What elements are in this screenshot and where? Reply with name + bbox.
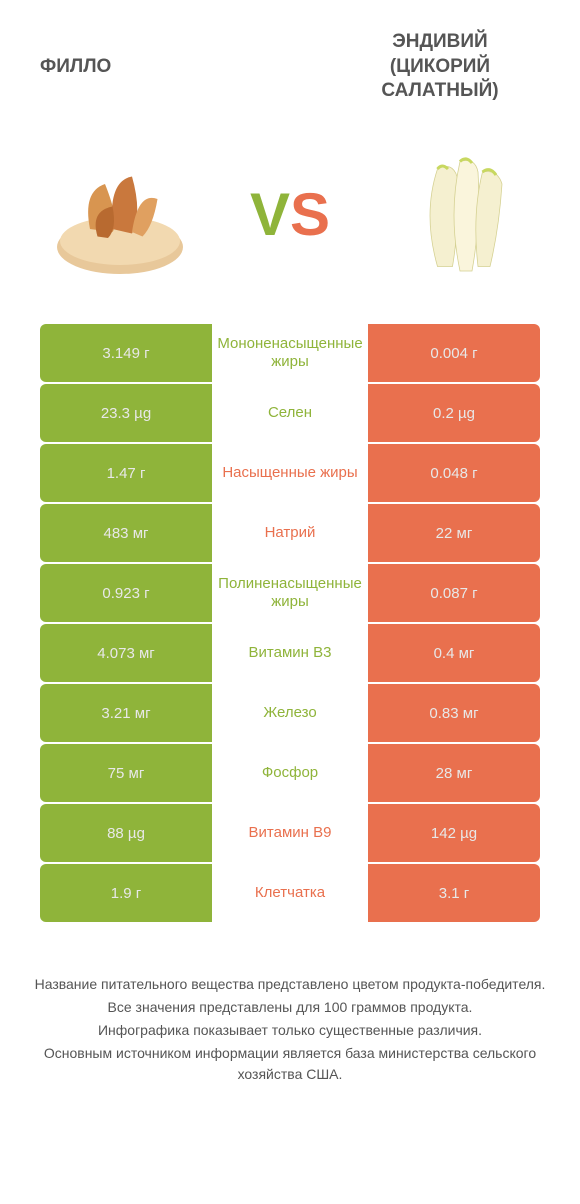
- table-row: 1.47 гНасыщенные жиры0.048 г: [40, 444, 540, 502]
- left-product-title: ФИЛЛО: [40, 56, 111, 78]
- table-row: 1.9 гКлетчатка3.1 г: [40, 864, 540, 922]
- right-value-cell: 0.83 мг: [368, 684, 540, 742]
- right-product-image: [380, 134, 540, 294]
- table-row: 23.3 µgСелен0.2 µg: [40, 384, 540, 442]
- right-value-cell: 28 мг: [368, 744, 540, 802]
- nutrient-label-cell: Фосфор: [212, 744, 368, 802]
- nutrient-label-cell: Натрий: [212, 504, 368, 562]
- comparison-table: 3.149 гМононенасыщенные жиры0.004 г23.3 …: [40, 324, 540, 922]
- nutrient-label-cell: Насыщенные жиры: [212, 444, 368, 502]
- endive-icon: [385, 139, 535, 289]
- right-value-cell: 0.4 мг: [368, 624, 540, 682]
- left-value-cell: 0.923 г: [40, 564, 212, 622]
- header: ФИЛЛО ЭНДИВИЙ (ЦИКОРИЙ САЛАТНЫЙ): [0, 0, 580, 114]
- nutrient-label-cell: Железо: [212, 684, 368, 742]
- nutrient-label-cell: Витамин B3: [212, 624, 368, 682]
- right-value-cell: 22 мг: [368, 504, 540, 562]
- left-value-cell: 75 мг: [40, 744, 212, 802]
- nutrient-label-cell: Мононенасыщенные жиры: [212, 324, 368, 382]
- right-value-cell: 142 µg: [368, 804, 540, 862]
- nutrient-label-cell: Полиненасыщенные жиры: [212, 564, 368, 622]
- nutrient-label-cell: Витамин B9: [212, 804, 368, 862]
- left-value-cell: 23.3 µg: [40, 384, 212, 442]
- right-value-cell: 3.1 г: [368, 864, 540, 922]
- left-value-cell: 88 µg: [40, 804, 212, 862]
- right-value-cell: 0.2 µg: [368, 384, 540, 442]
- right-value-cell: 0.004 г: [368, 324, 540, 382]
- left-value-cell: 3.21 мг: [40, 684, 212, 742]
- footer-notes: Название питательного вещества представл…: [0, 924, 580, 1085]
- left-product-image: [40, 134, 200, 294]
- nutrient-label-cell: Клетчатка: [212, 864, 368, 922]
- table-row: 0.923 гПолиненасыщенные жиры0.087 г: [40, 564, 540, 622]
- vs-v-letter: V: [250, 181, 290, 248]
- table-row: 3.149 гМононенасыщенные жиры0.004 г: [40, 324, 540, 382]
- vs-label: VS: [250, 180, 330, 249]
- footer-line: Основным источником информации является …: [30, 1043, 550, 1085]
- right-product-title: ЭНДИВИЙ (ЦИКОРИЙ САЛАТНЫЙ): [340, 30, 540, 104]
- footer-line: Инфографика показывает только существенн…: [30, 1020, 550, 1041]
- nutrient-label-cell: Селен: [212, 384, 368, 442]
- left-value-cell: 4.073 мг: [40, 624, 212, 682]
- left-value-cell: 1.47 г: [40, 444, 212, 502]
- table-row: 88 µgВитамин B9142 µg: [40, 804, 540, 862]
- right-value-cell: 0.087 г: [368, 564, 540, 622]
- table-row: 3.21 мгЖелезо0.83 мг: [40, 684, 540, 742]
- vs-s-letter: S: [290, 181, 330, 248]
- left-value-cell: 1.9 г: [40, 864, 212, 922]
- table-row: 4.073 мгВитамин B30.4 мг: [40, 624, 540, 682]
- footer-line: Название питательного вещества представл…: [30, 974, 550, 995]
- vs-row: VS: [0, 114, 580, 324]
- right-value-cell: 0.048 г: [368, 444, 540, 502]
- left-value-cell: 3.149 г: [40, 324, 212, 382]
- phyllo-icon: [45, 139, 195, 289]
- table-row: 483 мгНатрий22 мг: [40, 504, 540, 562]
- table-row: 75 мгФосфор28 мг: [40, 744, 540, 802]
- footer-line: Все значения представлены для 100 граммо…: [30, 997, 550, 1018]
- left-value-cell: 483 мг: [40, 504, 212, 562]
